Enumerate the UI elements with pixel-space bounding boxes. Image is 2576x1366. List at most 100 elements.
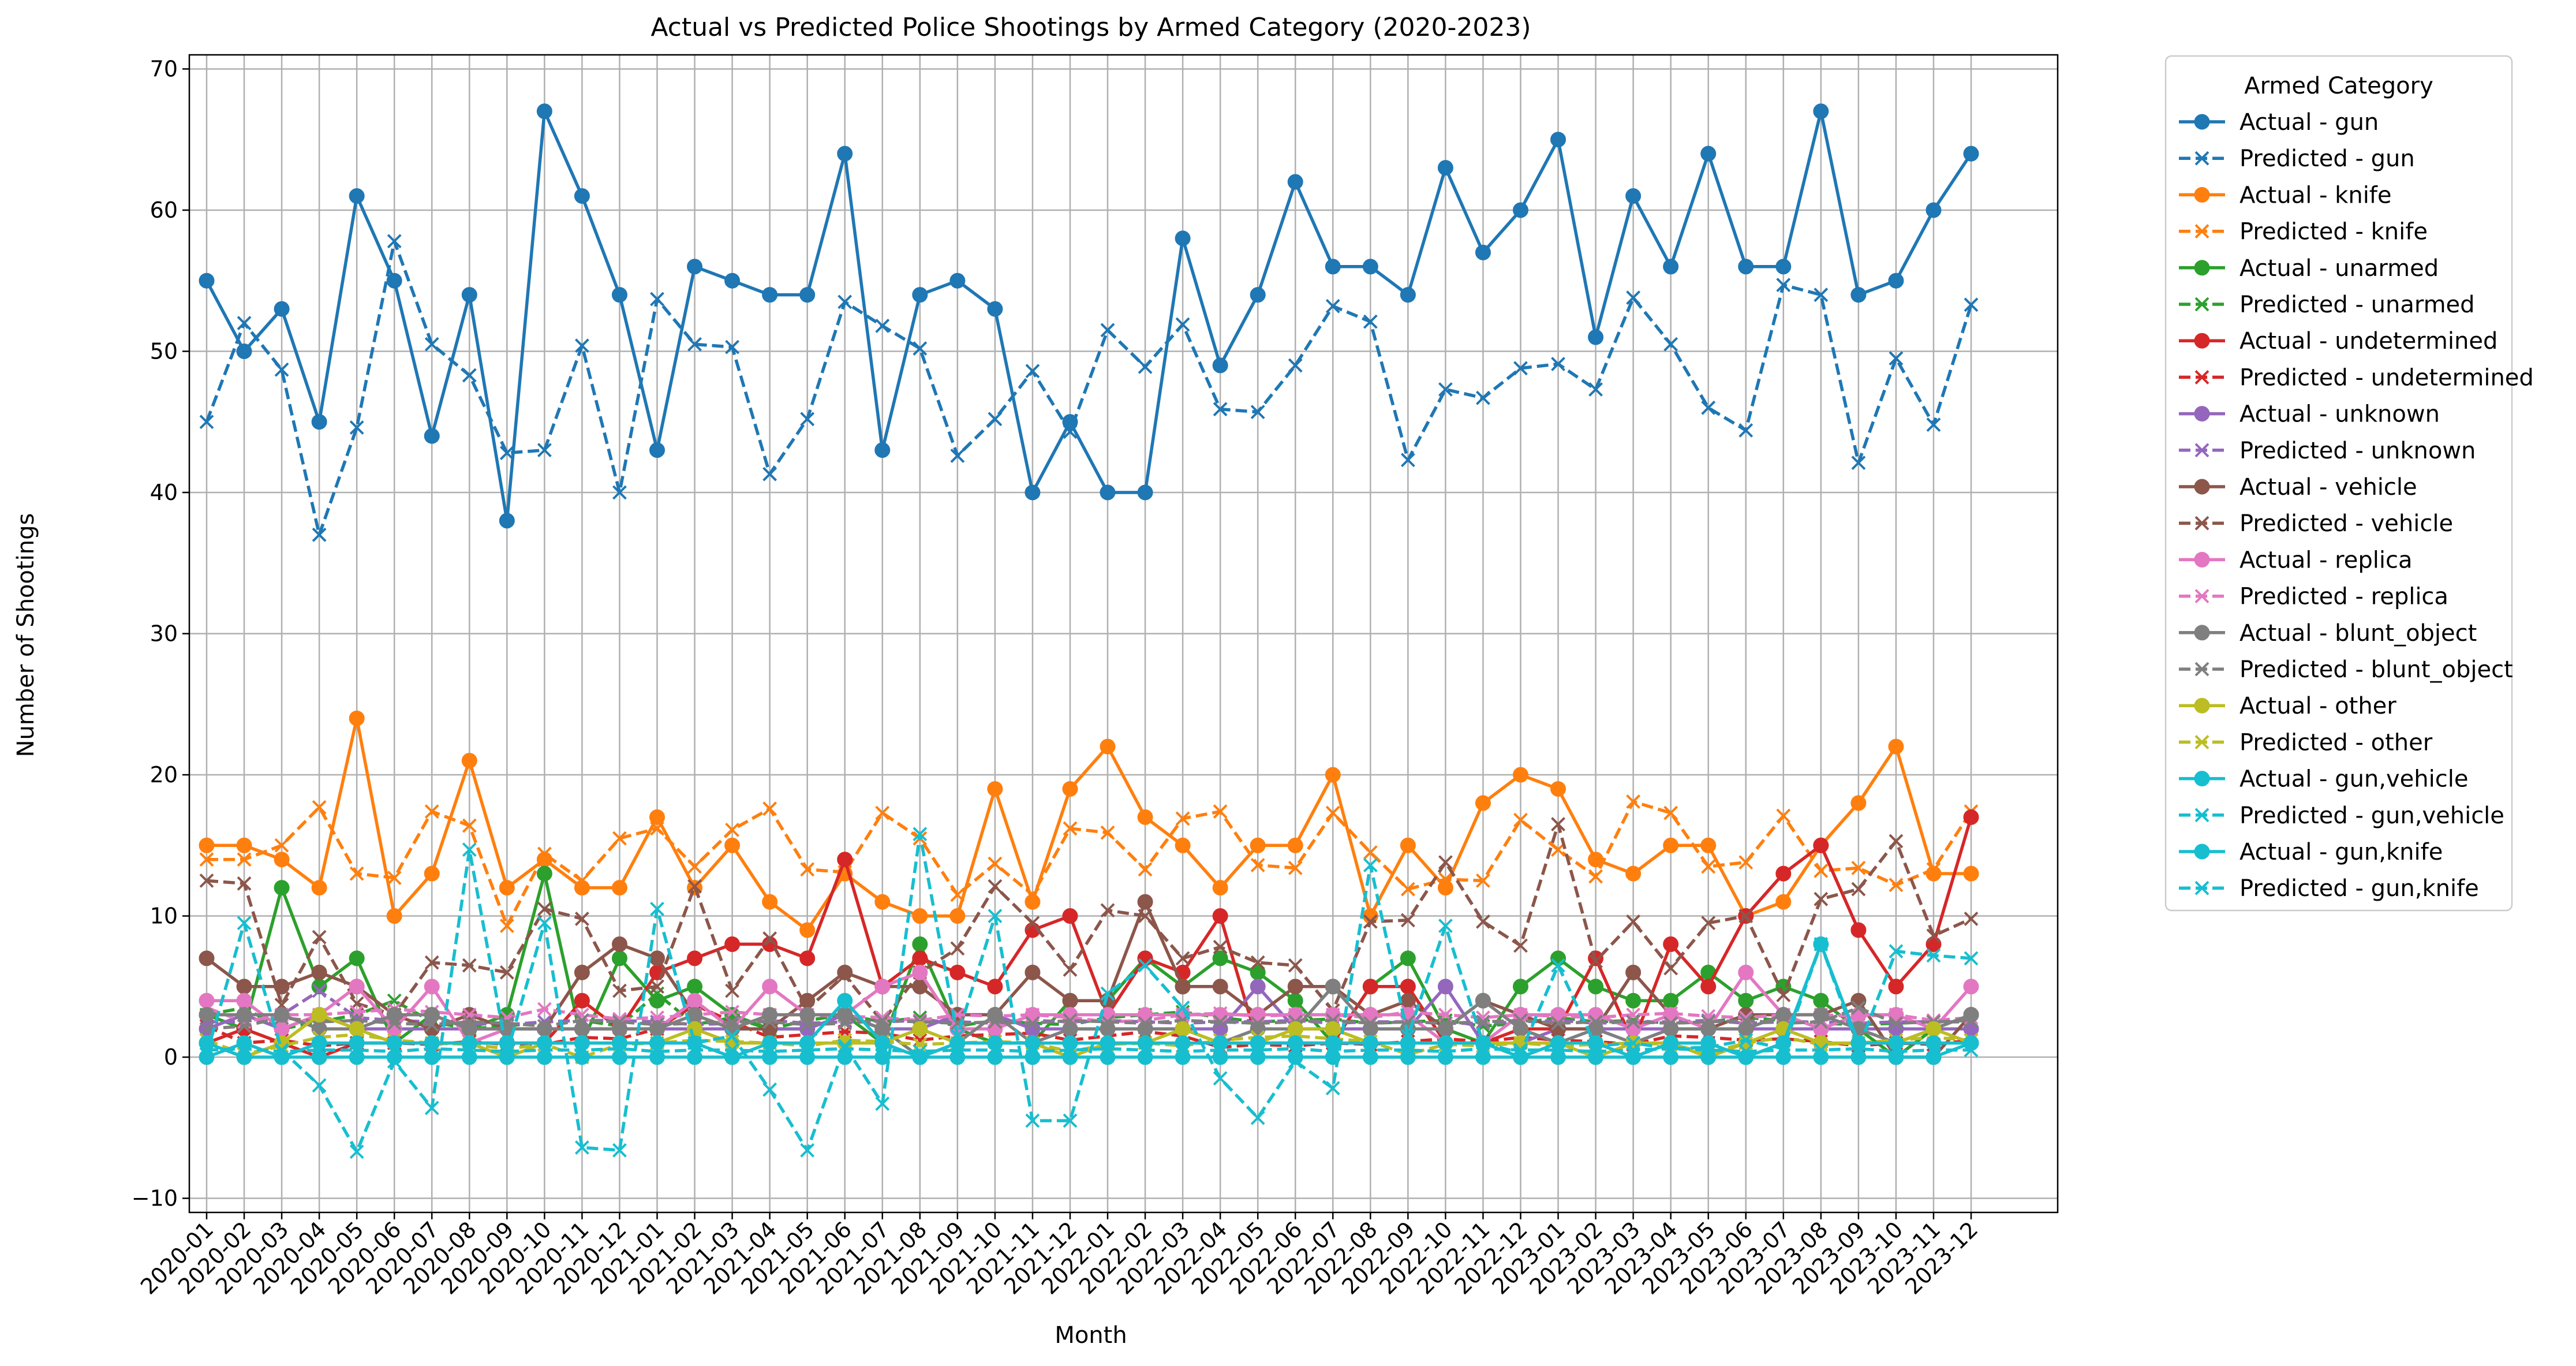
data-point (988, 856, 1003, 871)
legend-entry[interactable]: Actual - gun (2179, 109, 2379, 136)
data-point (1701, 1043, 1716, 1058)
marker-stroke (199, 1021, 214, 1036)
legend-entry[interactable]: Predicted - gun (2179, 145, 2415, 172)
data-point (1700, 837, 1717, 853)
data-point (950, 1028, 965, 1043)
data-point (612, 1014, 627, 1029)
data-point (1250, 955, 1265, 970)
data-point (1025, 1049, 1041, 1065)
marker-stroke (687, 337, 702, 352)
y-tick-label: 0 (164, 1044, 178, 1070)
marker-stroke (612, 1143, 627, 1158)
data-point (949, 964, 966, 980)
marker-stroke (462, 842, 477, 857)
marker-stroke (800, 412, 815, 427)
marker-stroke (575, 338, 589, 353)
legend-entry[interactable]: Actual - blunt_object (2179, 620, 2477, 647)
data-point (1212, 880, 1228, 896)
data-point (1363, 845, 1378, 860)
legend-entry[interactable]: Predicted - other (2179, 729, 2433, 756)
marker-stroke (1626, 290, 1641, 305)
data-point (1813, 837, 1829, 853)
data-point (1100, 323, 1115, 338)
data-point (1213, 1014, 1228, 1029)
legend-entry[interactable]: Predicted - blunt_object (2179, 656, 2513, 683)
data-point (424, 865, 440, 882)
data-point (311, 880, 327, 896)
data-point (199, 1049, 215, 1065)
data-point (949, 1035, 966, 1051)
marker-stroke (1438, 872, 1453, 887)
data-point (1513, 938, 1528, 953)
legend-entry[interactable]: Predicted - gun,vehicle (2179, 803, 2504, 829)
data-point (1400, 913, 1415, 928)
data-point (987, 1035, 1003, 1051)
data-point (1175, 1044, 1190, 1059)
data-point (687, 992, 703, 1009)
data-point (611, 1049, 627, 1065)
legend-entry[interactable]: Actual - gun,knife (2179, 839, 2443, 865)
data-point (949, 908, 966, 924)
legend-entry[interactable]: Predicted - replica (2179, 584, 2448, 610)
data-point (1776, 278, 1791, 292)
marker-stroke (1438, 382, 1453, 397)
legend-entry[interactable]: Actual - other (2179, 693, 2396, 719)
data-point (950, 1043, 965, 1058)
marker-stroke (838, 294, 853, 309)
marker-stroke (1438, 1044, 1453, 1059)
data-point (1625, 865, 1642, 882)
data-point (1400, 1049, 1416, 1065)
data-point (237, 1041, 252, 1056)
data-point (274, 852, 290, 868)
data-point (1062, 1035, 1078, 1051)
legend-label: Predicted - gun (2239, 145, 2415, 172)
data-point (1363, 1043, 1378, 1058)
data-point (311, 1007, 327, 1023)
legend[interactable]: Armed Category Actual - gun Predicted - g… (2164, 55, 2534, 912)
data-point (1926, 928, 1941, 943)
marker-stroke (2194, 297, 2209, 312)
data-point (1325, 259, 1341, 275)
data-point (988, 1014, 1003, 1029)
data-point (987, 979, 1003, 995)
legend-entry[interactable]: Predicted - undetermined (2179, 364, 2534, 391)
legend-entry[interactable]: Predicted - gun,knife (2179, 875, 2479, 902)
marker-stroke (913, 341, 928, 356)
legend-entry[interactable]: Actual - unarmed (2179, 255, 2439, 282)
marker-stroke (1926, 1043, 1941, 1058)
legend-entry[interactable]: Actual - replica (2179, 547, 2412, 573)
legend-entry[interactable]: Predicted - vehicle (2179, 510, 2453, 537)
data-point (1213, 402, 1228, 417)
data-point (799, 950, 816, 966)
data-point (837, 1007, 853, 1023)
data-point (1362, 1049, 1378, 1065)
marker-stroke (1814, 863, 1829, 878)
marker-stroke (424, 1017, 439, 1032)
data-point (387, 234, 402, 249)
data-point (837, 992, 853, 1009)
data-point (1963, 145, 1979, 162)
marker-stroke (762, 1044, 777, 1059)
legend-entry[interactable]: Actual - gun,vehicle (2179, 766, 2468, 793)
data-point (2194, 516, 2209, 531)
legend-entry[interactable]: Predicted - unarmed (2179, 292, 2475, 318)
marker-stroke (1400, 1028, 1415, 1043)
marker-stroke (349, 1010, 364, 1025)
data-point (1588, 979, 1604, 995)
data-point (312, 930, 327, 945)
data-point (574, 1021, 590, 1037)
legend-entry[interactable]: Actual - undetermined (2179, 328, 2498, 354)
data-point (1775, 1049, 1792, 1065)
legend-entry[interactable]: Actual - knife (2179, 182, 2392, 208)
legend-entry[interactable]: Predicted - unknown (2179, 438, 2476, 464)
marker-stroke (462, 1014, 477, 1029)
legend-entry[interactable]: Predicted - knife (2179, 219, 2428, 245)
legend-label: Predicted - undetermined (2239, 364, 2534, 391)
marker-stroke (950, 941, 965, 956)
data-point (912, 936, 928, 952)
legend-entry[interactable]: Actual - unknown (2179, 401, 2440, 428)
legend-entry[interactable]: Actual - vehicle (2179, 474, 2417, 501)
marker-stroke (1889, 351, 1904, 366)
data-point (1588, 382, 1603, 397)
data-point (1063, 1013, 1078, 1028)
